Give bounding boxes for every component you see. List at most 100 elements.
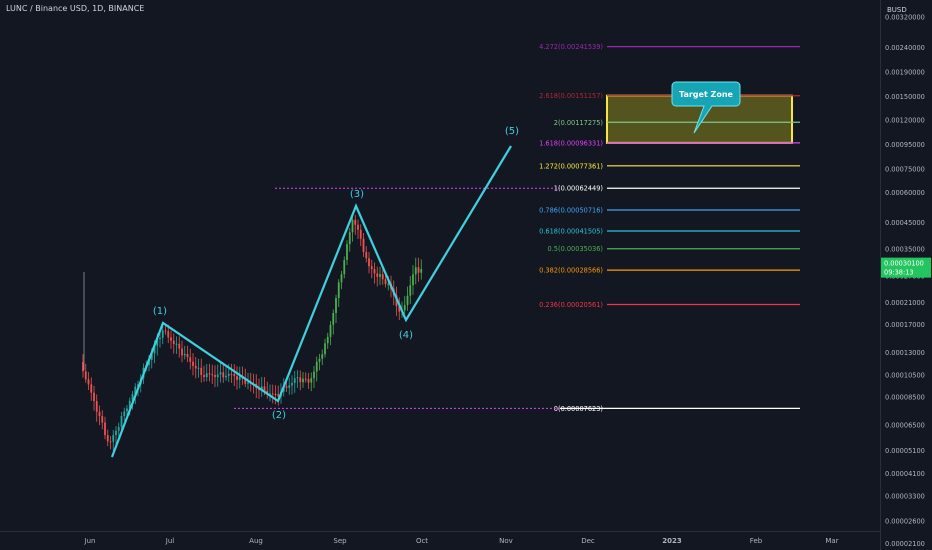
wave-label: (1) [153,306,167,317]
candle-body [164,330,167,332]
candle-body [153,345,156,354]
candle-body [302,378,304,383]
target-zone-label: Target Zone [679,90,734,99]
candle-body [324,343,326,355]
candle-body [189,357,192,362]
candle-body [208,373,211,375]
y-tick-label: 0.00190000 [885,68,925,76]
y-tick-label: 0.00004100 [885,470,925,478]
x-tick-label: Sep [333,537,347,545]
elliott-wave-line [110,145,512,458]
candle-body [131,394,134,401]
candle-body [238,376,241,380]
wave-label: (2) [272,410,286,421]
candle-body [95,401,98,412]
x-tick-label: Jul [165,537,175,545]
candle-body [417,267,420,273]
candle-body [194,365,197,369]
candle-body [299,377,302,383]
y-tick-label: 0.00006500 [885,422,925,430]
y-tick-label: 0.00021000 [885,299,925,307]
candle-body [192,361,194,366]
candle-body [227,373,230,376]
candle-body [398,306,401,312]
candle-body [98,411,101,417]
candle-body [321,354,324,359]
y-tick-label: 0.00008500 [885,393,925,401]
candle-body [370,266,373,270]
candle-body [230,373,233,375]
candle-body [84,371,87,380]
candle-body [175,343,178,345]
fib-level-label: 1.272(0.00077361) [539,162,603,170]
candle-body [205,373,208,378]
candle-body [412,274,414,286]
fib-level-label: 0.382(0.00028566) [539,267,603,275]
candle-body [178,343,181,349]
y-tick-label: 0.00002100 [885,540,925,548]
x-tick-label: Nov [499,537,513,545]
candle-body [247,382,249,384]
x-tick-label: Aug [249,537,263,545]
candle-body [186,353,189,358]
candle-body [104,422,106,436]
x-tick-label: Mar [825,537,838,545]
candle-body [216,374,219,378]
candle-body [137,384,139,387]
y-tick-label: 0.00120000 [885,116,925,124]
candle-body [288,385,291,388]
candle-body [222,372,225,378]
candle-body [362,238,365,253]
candle-body [183,353,186,356]
candle-body [387,283,390,285]
y-tick-label: 0.00320000 [885,14,925,22]
candle-body [123,411,126,417]
candle-body [381,274,384,280]
candle-body [225,375,227,378]
wave-label: (4) [399,330,413,341]
y-tick-label: 0.00150000 [885,93,925,101]
candle-body [310,378,313,383]
candle-body [128,400,131,409]
candle-countdown: 09:38:13 [884,269,914,277]
candle-body [406,295,409,306]
wave-label: (5) [505,126,519,137]
candle-body [337,282,340,299]
candle-body [329,324,332,337]
candle-body [126,408,128,412]
candle-body [271,393,274,395]
candle-body [351,219,354,233]
candle-body [101,416,104,423]
candle-body [277,394,280,397]
candle-body [359,229,362,239]
candle-body [236,376,238,380]
fib-level-label: 0.236(0.00020561) [539,301,603,309]
y-tick-label: 0.00035000 [885,245,925,253]
candle-body [346,244,348,261]
fib-level-label: 1.618(0.00096331) [539,139,603,147]
fib-level-label: 4.272(0.00241539) [539,43,603,51]
y-tick-label: 0.00060000 [885,189,925,197]
candle-body [409,285,412,296]
candle-body [170,337,172,341]
x-tick-label: Dec [581,537,595,545]
candle-body [263,386,266,391]
candle-body [167,331,170,338]
candle-body [296,377,299,379]
candle-body [373,269,376,274]
candle-body [106,435,109,442]
candle-body [150,353,153,360]
candle-body [161,330,164,338]
candle-body [348,232,351,245]
candle-body [403,305,406,311]
fib-level-label: 2.618(0.00151157) [539,92,603,100]
y-tick-label: 0.00010500 [885,371,925,379]
candle-body [244,378,247,384]
candle-body [357,224,359,230]
x-tick-label: Feb [750,537,763,545]
candle-body [233,374,236,377]
candle-body [82,362,84,372]
candle-body [291,382,293,386]
candle-body [307,379,310,383]
